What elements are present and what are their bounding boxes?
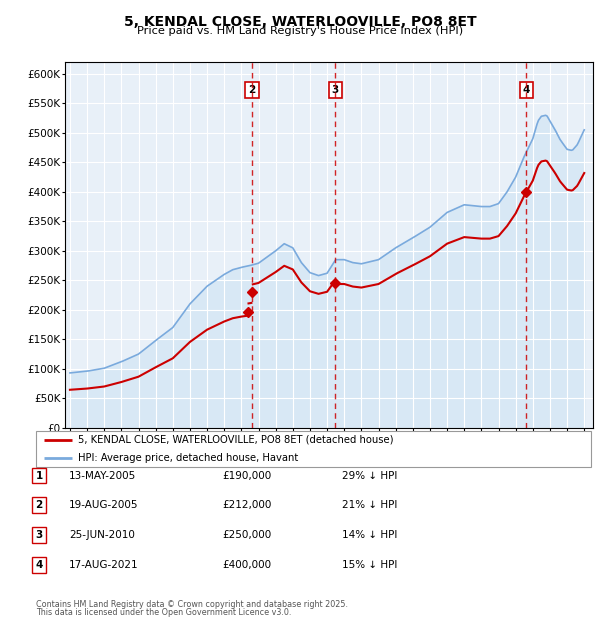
Text: 3: 3: [332, 85, 339, 95]
Text: 29% ↓ HPI: 29% ↓ HPI: [342, 471, 397, 480]
Text: 4: 4: [523, 85, 530, 95]
Text: This data is licensed under the Open Government Licence v3.0.: This data is licensed under the Open Gov…: [36, 608, 292, 617]
Text: Price paid vs. HM Land Registry's House Price Index (HPI): Price paid vs. HM Land Registry's House …: [137, 26, 463, 36]
Text: HPI: Average price, detached house, Havant: HPI: Average price, detached house, Hava…: [77, 453, 298, 463]
FancyBboxPatch shape: [36, 431, 591, 467]
Text: 21% ↓ HPI: 21% ↓ HPI: [342, 500, 397, 510]
Text: £212,000: £212,000: [222, 500, 271, 510]
Text: 2: 2: [248, 85, 256, 95]
Text: 25-JUN-2010: 25-JUN-2010: [69, 530, 135, 540]
Text: £190,000: £190,000: [222, 471, 271, 480]
Text: 17-AUG-2021: 17-AUG-2021: [69, 560, 139, 570]
Text: 5, KENDAL CLOSE, WATERLOOVILLE, PO8 8ET (detached house): 5, KENDAL CLOSE, WATERLOOVILLE, PO8 8ET …: [77, 435, 393, 445]
Text: 5, KENDAL CLOSE, WATERLOOVILLE, PO8 8ET: 5, KENDAL CLOSE, WATERLOOVILLE, PO8 8ET: [124, 16, 476, 30]
Text: 13-MAY-2005: 13-MAY-2005: [69, 471, 136, 480]
Text: 3: 3: [35, 530, 43, 540]
Text: 15% ↓ HPI: 15% ↓ HPI: [342, 560, 397, 570]
Text: Contains HM Land Registry data © Crown copyright and database right 2025.: Contains HM Land Registry data © Crown c…: [36, 600, 348, 609]
Text: 1: 1: [35, 471, 43, 480]
Text: 14% ↓ HPI: 14% ↓ HPI: [342, 530, 397, 540]
Text: £400,000: £400,000: [222, 560, 271, 570]
Text: 4: 4: [35, 560, 43, 570]
Text: 19-AUG-2005: 19-AUG-2005: [69, 500, 139, 510]
Text: 2: 2: [35, 500, 43, 510]
Text: £250,000: £250,000: [222, 530, 271, 540]
